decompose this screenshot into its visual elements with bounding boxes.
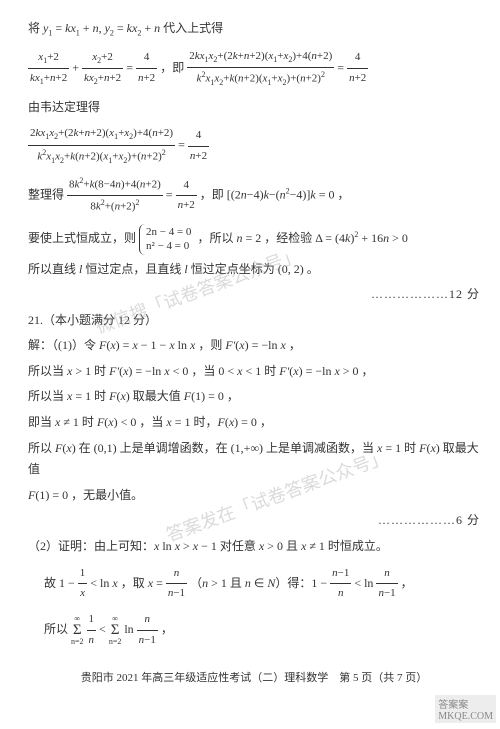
equation-take-x: 故 1 − 1x < ln x ，取 x = nn−1 （n > 1 且 n ∈…	[28, 564, 480, 605]
text-line-17: （2）证明：由上可知：x ln x > x − 1 对任意 x > 0 且 x …	[28, 536, 480, 558]
equation-3: 整理得 8k2+k(8−4n)+4(n+2)8k2+(n+2)2 = 4n+2 …	[28, 174, 480, 218]
sigma-icon-2: ∞Σn=2	[109, 615, 122, 646]
text-line-1: 将 y1 = kx1 + n, y2 = kx2 + n 代入上式得	[28, 18, 480, 41]
sigma-icon: ∞Σn=2	[71, 615, 84, 646]
equation-system: 2n − 4 = 0 n² − 4 = 0	[139, 224, 194, 255]
text-line-13: 即当 x ≠ 1 时 F(x) < 0 ，当 x = 1 时，F(x) = 0 …	[28, 412, 480, 434]
equation-1: x1+2kx1+n+2 + x2+2kx2+n+2 = 4n+2 ，即 2kx1…	[28, 47, 480, 91]
corner-stamp: 答案案 MKQE.COM	[435, 695, 496, 723]
sys-row-2: n² − 4 = 0	[146, 240, 189, 252]
equation-sum: 所以 ∞Σn=2 1n < ∞Σn=2 ln nn−1 ，	[28, 610, 480, 651]
page-body: 微信搜「试卷答案公众号」 答案发在「试卷答案公众号」 将 y1 = kx1 + …	[0, 0, 500, 729]
text-line-7: 所以直线 l 恒过定点，且直线 l 恒过定点坐标为 (0, 2) 。	[28, 259, 480, 281]
corner-text-2: MKQE.COM	[438, 711, 493, 722]
equation-2: 2kx1x2+(2k+n+2)(x1+x2)+4(n+2)k2x1x2+k(n+…	[28, 124, 480, 168]
text-line-15: F(1) = 0 ，无最小值。	[28, 485, 480, 507]
text-line-12: 所以当 x = 1 时 F(x) 取最大值 F(1) = 0 ，	[28, 386, 480, 408]
problem-21-heading: 21.（本小题满分 12 分）	[28, 310, 480, 332]
text-line-11: 所以当 x > 1 时 F′(x) = −ln x < 0 ，当 0 < x <…	[28, 361, 480, 383]
score-mark-12: ………………12 分	[28, 284, 480, 306]
text-post-sum: ，	[161, 622, 173, 636]
sys-row-1: 2n − 4 = 0	[146, 226, 191, 238]
text-pre-3: 整理得	[28, 188, 64, 202]
text-line-10: 解：（(1)）令 F(x) = x − 1 − x ln x ，则 F′(x) …	[28, 335, 480, 357]
text-line-3: 由韦达定理得	[28, 97, 480, 119]
text-line-14: 所以 F(x) 在 (0,1) 上是单调增函数，在 (1,+∞) 上是单调减函数…	[28, 438, 480, 481]
corner-text-1: 答案案	[438, 700, 468, 711]
text-pre-6: 要使上式恒成立，则	[28, 231, 136, 245]
text-sep-1: ，即	[160, 60, 184, 74]
text-line-6: 要使上式恒成立，则 2n − 4 = 0 n² − 4 = 0 ，所以 n = …	[28, 224, 480, 255]
score-mark-6: ………………6 分	[28, 510, 480, 532]
page-footer: 贵阳市 2021 年高三年级适应性考试（二）理科数学 第 5 页（共 7 页）	[28, 669, 480, 689]
text-pre-sum: 所以	[44, 622, 68, 636]
